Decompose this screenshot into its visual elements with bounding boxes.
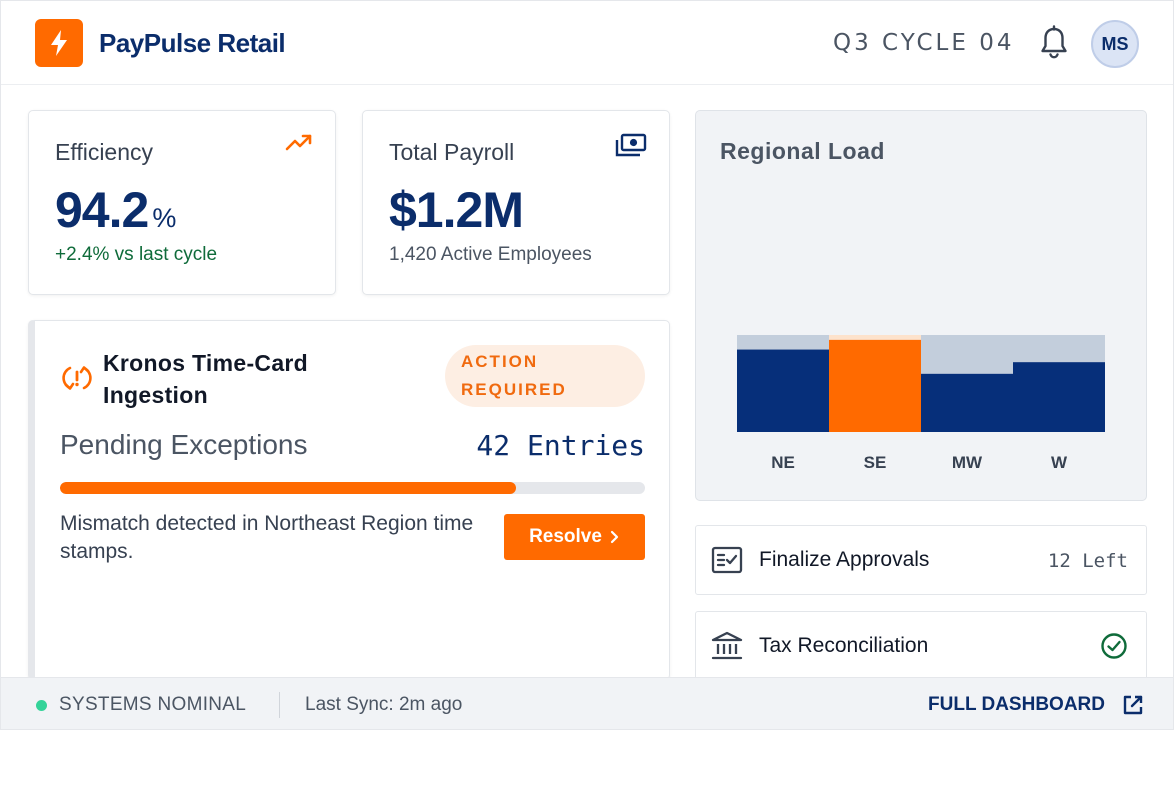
pending-exceptions-label: Pending Exceptions (60, 429, 308, 460)
bar-remainder-se (829, 335, 921, 340)
efficiency-label: Efficiency (55, 139, 154, 165)
exceptions-progress-bar (60, 482, 645, 494)
tick-label-ne: NE (771, 453, 795, 472)
bar-remainder-w (1013, 335, 1105, 363)
payroll-value: $1.2M (389, 182, 524, 238)
bank-icon (710, 630, 744, 667)
footer-divider (279, 692, 280, 718)
efficiency-number: 94.2 (55, 182, 149, 238)
pending-count: 42 Entries (476, 429, 645, 462)
resolve-button[interactable]: Resolve (504, 514, 645, 560)
external-link-icon[interactable] (1121, 693, 1145, 722)
efficiency-card: Efficiency 94.2% +2.4% vs last cycle (28, 110, 336, 295)
payroll-label: Total Payroll (389, 139, 515, 165)
avatar[interactable]: MS (1091, 20, 1139, 68)
task-finalize-approvals[interactable]: Finalize Approvals 12 Left (695, 525, 1147, 595)
last-sync: Last Sync: 2m ago (305, 694, 463, 715)
checklist-icon (710, 544, 744, 581)
badge-line-1: ACTION (461, 352, 539, 371)
regional-load-card: Regional Load NE SE MW W (695, 110, 1147, 501)
ingestion-alert-card: Kronos Time-Card Ingestion ACTION REQUIR… (28, 320, 670, 680)
chevron-right-icon (610, 530, 619, 544)
bar-remainder-ne (737, 335, 829, 350)
task-label: Finalize Approvals (759, 548, 930, 571)
payroll-sub: 1,420 Active Employees (389, 244, 592, 265)
bar-se[interactable] (829, 339, 921, 432)
status-dot-icon (36, 700, 47, 711)
badge-line-2: REQUIRED (461, 380, 567, 399)
action-required-badge: ACTION REQUIRED (445, 345, 645, 407)
cycle-label: Q3 CYCLE 04 (833, 30, 1015, 56)
task-label: Tax Reconciliation (759, 634, 929, 657)
trending-up-icon (285, 133, 313, 158)
system-status: SYSTEMS NOMINAL (59, 694, 247, 715)
bar-w[interactable] (1013, 362, 1105, 432)
regional-load-chart: NE SE MW W (737, 335, 1105, 472)
bar-ne[interactable] (737, 349, 829, 432)
money-icon (615, 133, 647, 162)
sync-alert-icon (62, 363, 92, 398)
tick-label-mw: MW (952, 453, 983, 472)
payroll-card: Total Payroll $1.2M 1,420 Active Employe… (362, 110, 670, 295)
task-remaining: 12 Left (1047, 550, 1128, 572)
bar-remainder-mw (921, 335, 1013, 374)
efficiency-delta: +2.4% vs last cycle (55, 244, 218, 265)
alert-description: Mismatch detected in Northeast Region ti… (60, 512, 474, 563)
top-header: PayPulse Retail Q3 CYCLE 04 MS (1, 1, 1173, 85)
resolve-label: Resolve (529, 526, 602, 547)
progress-fill (60, 482, 517, 494)
task-tax-reconciliation[interactable]: Tax Reconciliation (695, 611, 1147, 681)
brand-name[interactable]: PayPulse Retail (99, 28, 286, 58)
efficiency-value: 94.2% (55, 181, 176, 239)
tick-label-se: SE (864, 453, 887, 472)
alert-title: Kronos Time-Card Ingestion (103, 350, 309, 408)
regional-load-title: Regional Load (720, 138, 885, 164)
full-dashboard-link[interactable]: FULL DASHBOARD (928, 694, 1105, 715)
bar-mw[interactable] (921, 373, 1013, 432)
app-window: PayPulse Retail Q3 CYCLE 04 MS Efficienc… (0, 0, 1174, 730)
efficiency-unit: % (152, 203, 176, 233)
check-circle-icon (1100, 632, 1128, 665)
tick-label-w: W (1051, 453, 1068, 472)
bell-icon[interactable] (1039, 25, 1069, 61)
logo-bolt-icon[interactable] (35, 19, 83, 67)
status-footer: SYSTEMS NOMINAL Last Sync: 2m ago FULL D… (1, 677, 1173, 729)
